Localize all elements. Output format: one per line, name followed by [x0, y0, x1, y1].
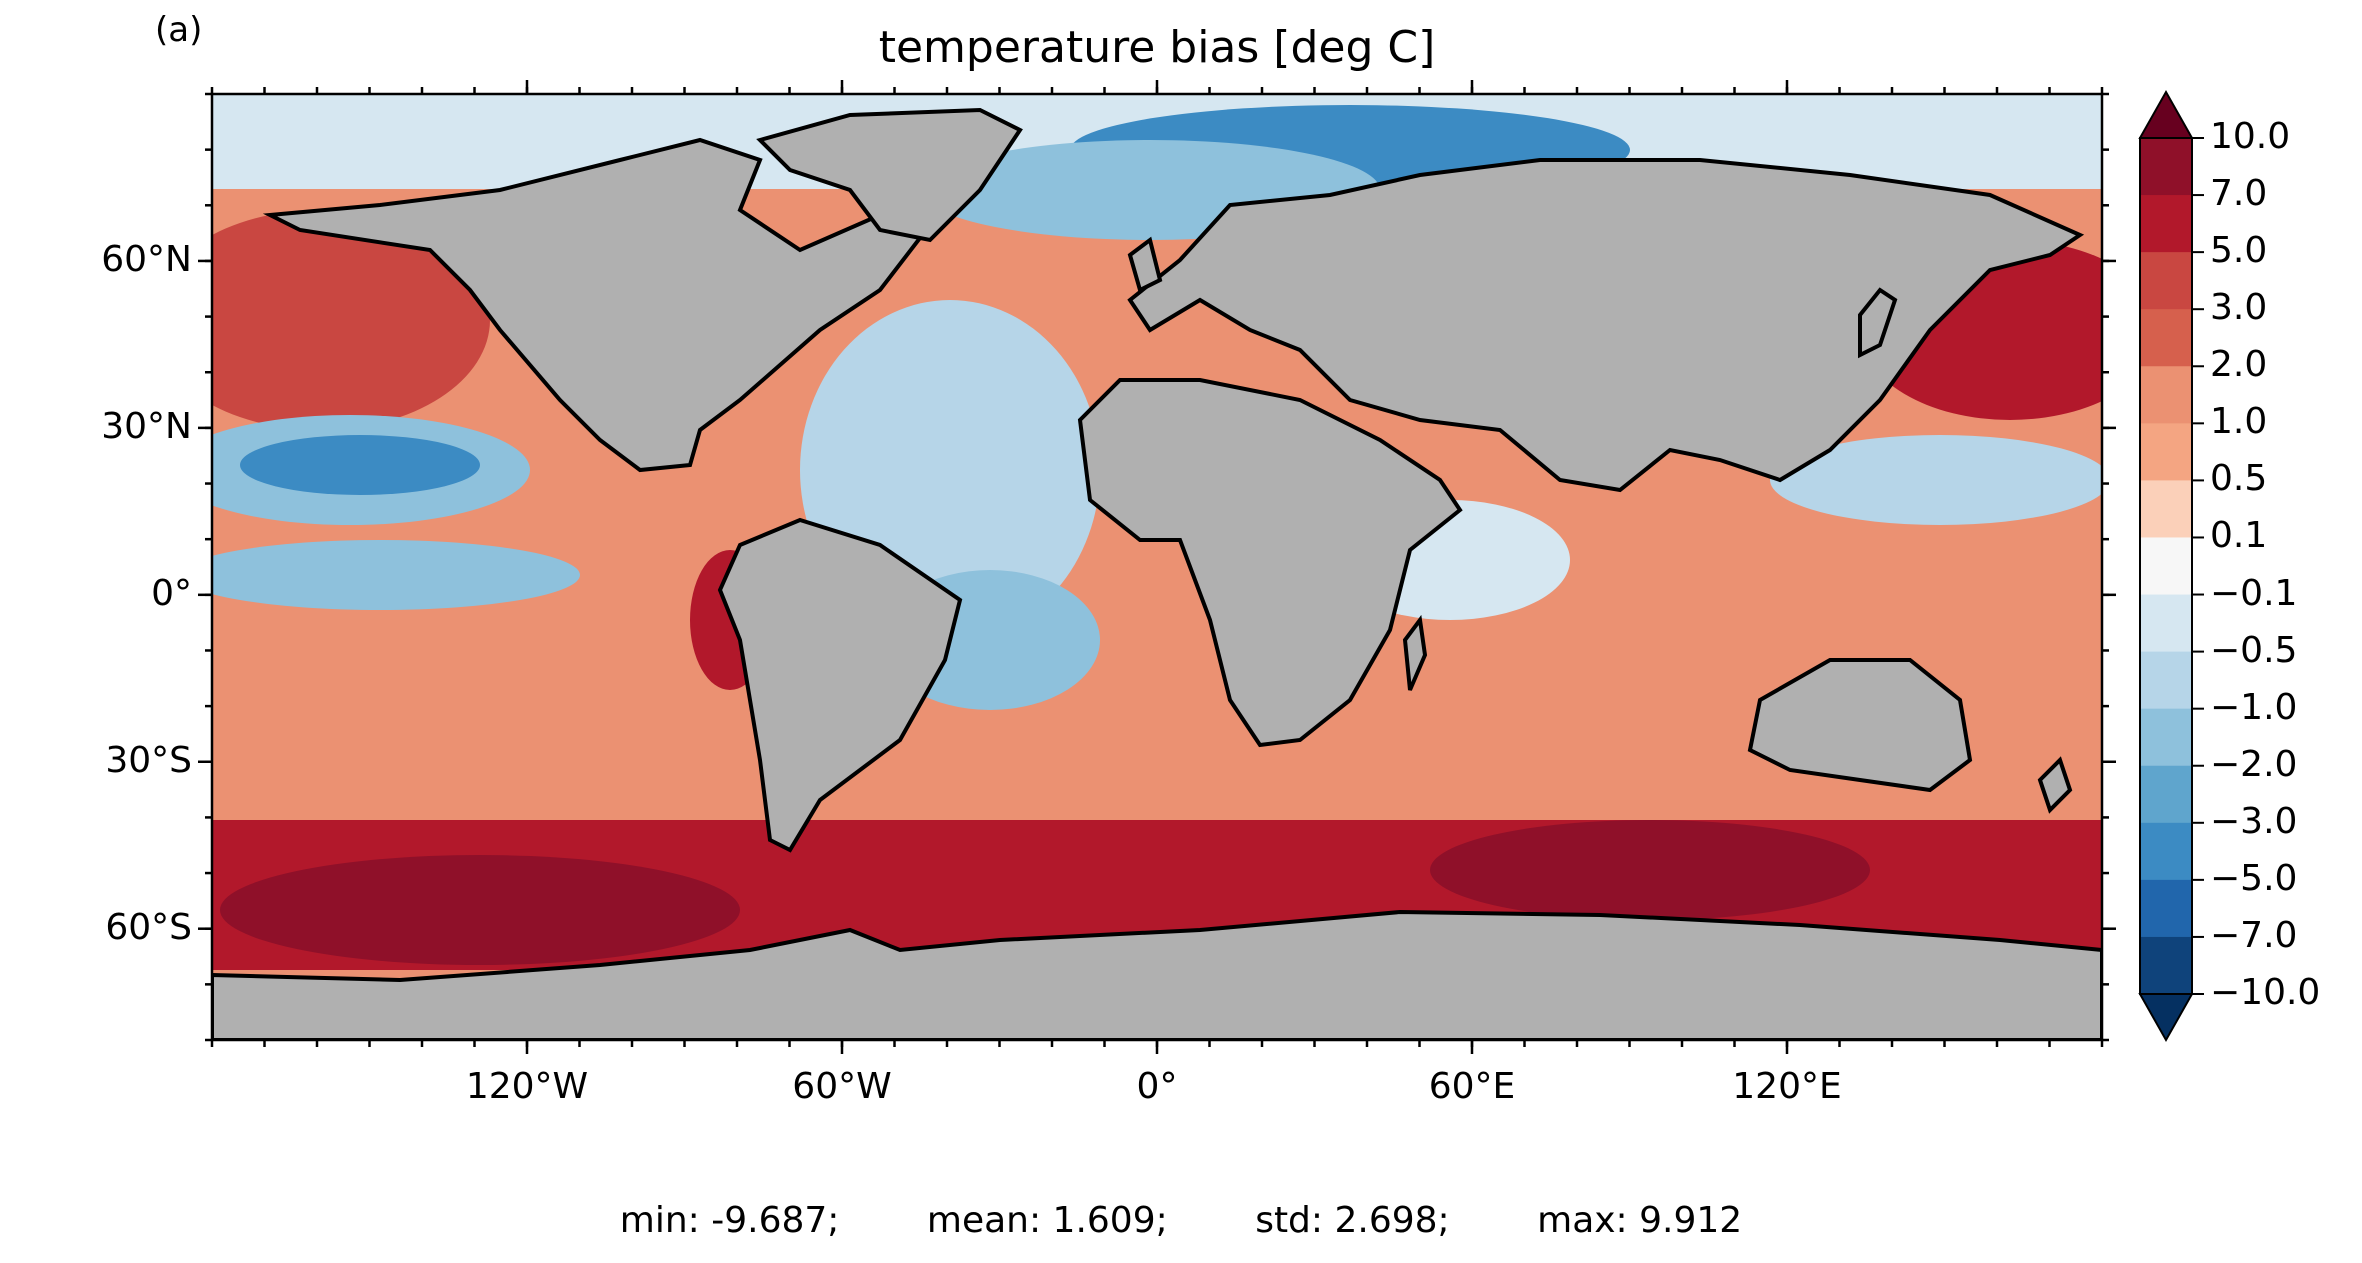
land-antarctica [212, 909, 2102, 1040]
land-australia [1747, 658, 1973, 793]
colorbar [2138, 89, 2204, 1043]
land-japan [1858, 287, 1898, 359]
colorbar-segment [2140, 252, 2192, 310]
colorbar-segment [2140, 537, 2192, 596]
y-tick-label: 0° [151, 572, 192, 614]
axis-ticks [198, 80, 2116, 1054]
colorbar-segment [2140, 765, 2192, 824]
land-africa [1077, 378, 1463, 748]
colorbar-segment [2140, 936, 2192, 995]
x-tick-label: 60°E [1428, 1066, 1516, 1107]
stat-std: std: 2.698; [1255, 1200, 1450, 1241]
y-tick-label: 60°S [105, 906, 192, 948]
x-tick-label: 0° [1136, 1066, 1178, 1107]
south-pacific-strong-warm [220, 855, 740, 965]
equatorial-pacific-cold [212, 540, 580, 610]
colorbar-tick-label: 7.0 [2210, 173, 2268, 215]
y-tick-label: 60°N [101, 238, 192, 280]
colorbar-extend-max [2138, 89, 2194, 139]
land-north-america [262, 137, 934, 473]
land [212, 107, 2102, 1040]
colorbar-tick-label: −10.0 [2210, 972, 2321, 1013]
land-uk [1127, 236, 1163, 293]
colorbar-tick-label: −2.0 [2210, 743, 2298, 785]
colorbar-segment [2140, 480, 2192, 538]
wpac-cold [1770, 435, 2102, 525]
colorbar-tick-label: −0.5 [2210, 629, 2298, 671]
y-tick-label: 30°S [105, 739, 192, 781]
map-title: temperature bias [deg C] [878, 22, 1436, 73]
map-area [212, 94, 2102, 1040]
land-new-zealand [2037, 756, 2073, 814]
colorbar-segment [2140, 822, 2192, 881]
stat-max: max: 9.912 [1537, 1200, 1743, 1241]
colorbar-segment [2140, 594, 2192, 653]
colorbar-tick-label: −5.0 [2210, 857, 2298, 899]
panel-label: (a) [155, 10, 203, 50]
colorbar-tick-label: 1.0 [2210, 401, 2268, 443]
colorbar-segment [2140, 879, 2192, 938]
land-eurasia [1127, 158, 2085, 493]
y-tick-label: 30°N [101, 405, 192, 447]
colorbar-segment [2140, 366, 2192, 424]
colorbar-tick-label: 5.0 [2210, 230, 2268, 272]
colorbar-segment [2140, 651, 2192, 710]
stat-min: min: -9.687; [619, 1200, 840, 1241]
colorbar-tick-label: −3.0 [2210, 800, 2298, 842]
colorbar-segment [2140, 309, 2192, 367]
colorbar-segment [2140, 423, 2192, 481]
stats-line: min: -9.687; mean: 1.609; std: 2.698; ma… [0, 1200, 2362, 1241]
x-tick-label: 120°E [1732, 1066, 1842, 1107]
colorbar-tick-label: −7.0 [2210, 914, 2298, 956]
colorbar-tick-label: 0.1 [2210, 515, 2268, 557]
south-indian-strong-warm [1430, 820, 1870, 920]
npac-cold-core [240, 435, 480, 495]
land-madagascar [1402, 614, 1428, 691]
land-south-america [717, 517, 963, 853]
land-greenland [756, 107, 1023, 243]
x-tick-label: 120°W [465, 1066, 589, 1107]
colorbar-segment [2140, 708, 2192, 767]
stat-mean: mean: 1.609; [926, 1200, 1168, 1241]
colorbar-segment [2140, 138, 2192, 196]
colorbar-tick-label: 0.5 [2210, 458, 2268, 500]
npac-warm-bias [212, 210, 490, 430]
colorbar-tick-label: 3.0 [2210, 287, 2268, 329]
x-tick-label: 60°W [792, 1066, 892, 1107]
colorbar-tick-label: 10.0 [2210, 116, 2291, 157]
colorbar-tick-label: −0.1 [2210, 572, 2298, 614]
colorbar-extend-min [2138, 993, 2194, 1043]
colorbar-outline [2139, 137, 2193, 995]
colorbar-tick-label: 2.0 [2210, 344, 2268, 386]
colorbar-tick-label: −1.0 [2210, 686, 2298, 728]
colorbar-segment [2140, 195, 2192, 253]
